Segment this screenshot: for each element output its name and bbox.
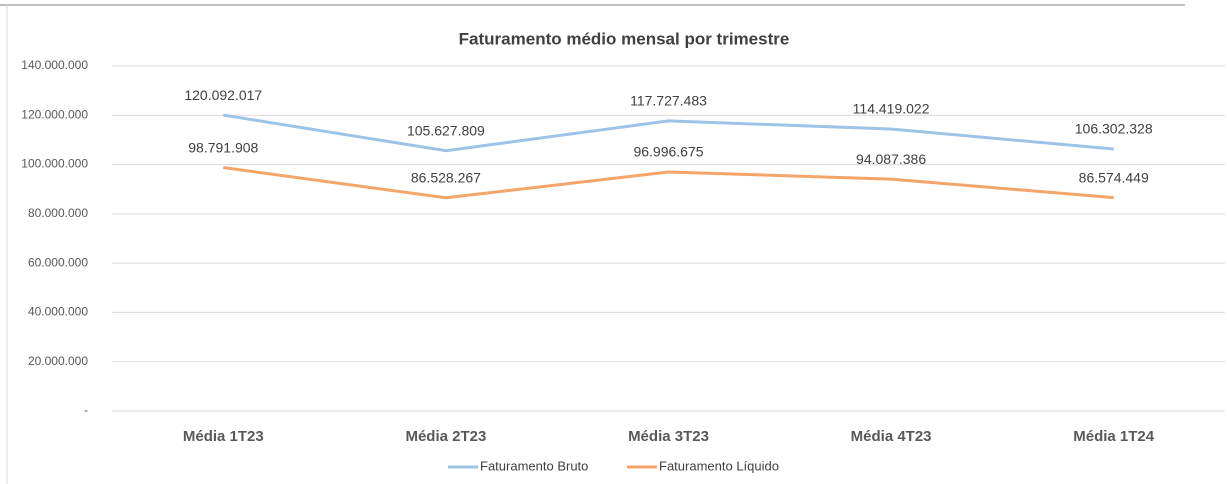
data-label: 106.302.328 [1075, 121, 1153, 137]
chart-title: Faturamento médio mensal por trimestre [459, 29, 790, 48]
legend-label: Faturamento Líquido [659, 458, 779, 473]
y-tick-label: 120.000.000 [21, 107, 88, 121]
data-label: 117.727.483 [630, 93, 707, 109]
x-tick-label: Média 3T23 [628, 428, 709, 445]
data-label: 94.087.386 [856, 151, 926, 167]
x-tick-label: Média 1T24 [1073, 428, 1155, 445]
data-label: 98.791.908 [188, 139, 258, 155]
data-label: 86.528.267 [411, 169, 481, 185]
x-tick-label: Média 1T23 [183, 428, 264, 445]
series-line [223, 113, 1114, 153]
y-tick-label: 100.000.000 [21, 157, 88, 171]
y-tick-label: 80.000.000 [28, 206, 88, 220]
y-tick-label: 140.000.000 [21, 58, 88, 72]
y-tick-label: 40.000.000 [28, 305, 88, 319]
x-tick-label: Média 4T23 [851, 428, 932, 445]
y-tick-label: 60.000.000 [28, 255, 88, 269]
series-line [223, 166, 1114, 200]
x-tick-label: Média 2T23 [405, 428, 486, 445]
legend-label: Faturamento Bruto [480, 458, 588, 473]
y-tick-label: - [84, 403, 88, 417]
y-tick-label: 20.000.000 [28, 354, 88, 368]
data-label: 96.996.675 [633, 144, 703, 160]
data-label: 105.627.809 [407, 122, 485, 138]
data-label: 86.574.449 [1079, 169, 1149, 185]
data-label: 120.092.017 [184, 87, 262, 103]
data-label: 114.419.022 [853, 101, 930, 117]
